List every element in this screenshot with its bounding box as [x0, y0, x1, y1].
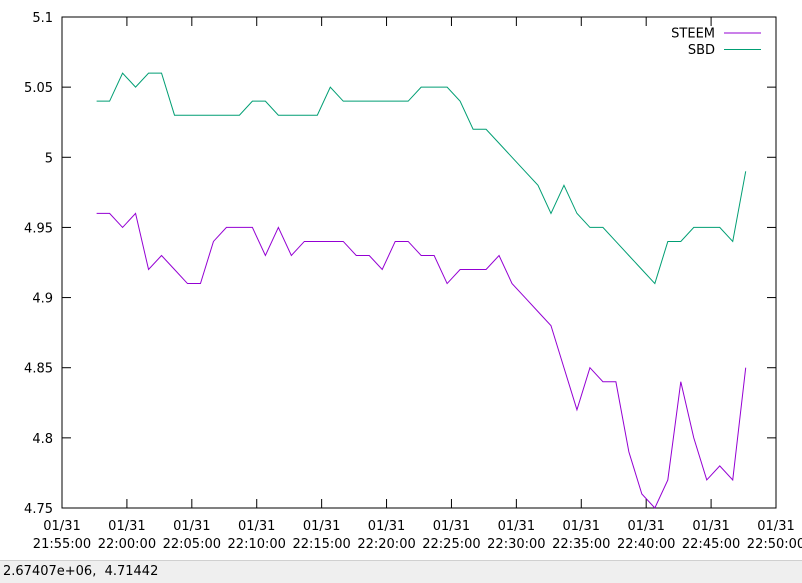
y-tick-label: 4.9 [32, 292, 53, 307]
x-tick-label: 01/31 22:35:00 [552, 519, 610, 552]
x-tick-label: 01/31 22:15:00 [292, 519, 350, 552]
x-tick-label: 01/31 22:25:00 [422, 519, 480, 552]
x-tick-label: 01/31 22:30:00 [487, 519, 545, 552]
x-tick-label: 01/31 22:20:00 [357, 519, 415, 552]
y-tick-label: 5 [45, 151, 53, 166]
y-tick-label: 4.95 [24, 221, 53, 236]
x-tick-label: 01/31 22:50:00 [747, 519, 802, 552]
y-tick-label: 4.85 [24, 362, 53, 377]
series-line [96, 212, 747, 509]
x-tick-label: 01/31 22:45:00 [682, 519, 740, 552]
x-tick-label: 01/31 22:00:00 [98, 519, 156, 552]
x-tick-label: 01/31 22:05:00 [163, 519, 221, 552]
series-line [96, 72, 747, 285]
y-tick-label: 4.8 [32, 432, 53, 447]
y-tick-label: 4.75 [24, 502, 53, 517]
legend-label: SBD [688, 43, 715, 58]
x-tick-label: 01/31 22:10:00 [228, 519, 286, 552]
y-tick-label: 5.05 [24, 81, 53, 96]
x-tick-label: 01/31 21:55:00 [33, 519, 91, 552]
x-tick-label: 01/31 22:40:00 [617, 519, 675, 552]
y-tick-label: 5.1 [32, 11, 53, 26]
status-bar: 2.67407e+06, 4.71442 [0, 560, 802, 583]
legend-label: STEEM [671, 27, 715, 42]
plot-border [61, 16, 777, 509]
